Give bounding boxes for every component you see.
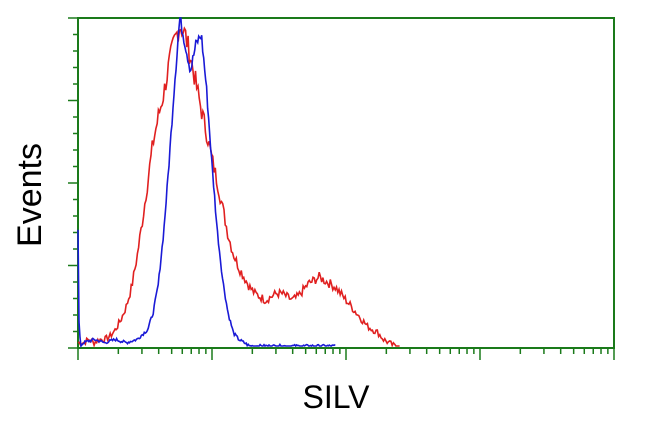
series-lines	[77, 17, 400, 348]
x-axis-label: SILV	[303, 379, 371, 415]
y-axis-label: Events	[11, 143, 49, 247]
series-line-0	[77, 26, 400, 348]
series-line-1	[77, 17, 336, 348]
axis-ticks	[68, 17, 615, 360]
